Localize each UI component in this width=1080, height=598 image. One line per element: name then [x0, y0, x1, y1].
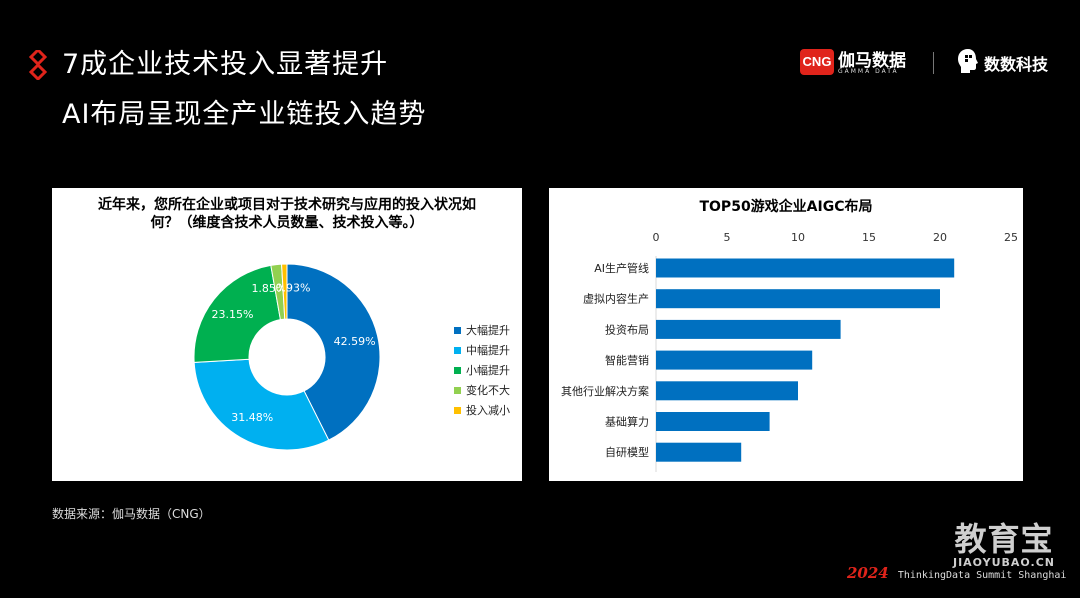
donut-slice-label: 31.48%: [231, 411, 273, 424]
bar-chart: 0 5 10 15 20 25 AI生产管线虚拟内容生产投资布局智能营销其他行业解决方案基础…: [561, 231, 1018, 472]
x-tick-label: 25: [1004, 231, 1018, 244]
x-tick-label: 5: [724, 231, 731, 244]
legend-swatch: [454, 366, 461, 374]
legend-swatch: [454, 386, 461, 394]
legend-item: 变化不大: [454, 380, 510, 400]
cng-logo-badge: CNG: [800, 49, 834, 75]
donut-slice: [281, 263, 288, 320]
x-tick-label: 10: [791, 231, 805, 244]
bar-chart-panel: TOP50游戏企业AIGC布局 0 5 10 15 20 25 AI生产管线虚拟内容生产投资…: [549, 188, 1023, 481]
legend-label: 中幅提升: [466, 344, 510, 357]
donut-slice: [286, 263, 381, 441]
footer: 2024 ThinkingData Summit Shanghai: [847, 563, 1066, 582]
watermark: 教育宝 JIAOYUBAO.CN: [948, 522, 1060, 569]
donut-slice-label: 42.59%: [334, 335, 376, 348]
page-title-line-1: 7成企业技术投入显著提升: [62, 49, 389, 80]
bar: [656, 442, 742, 462]
donut-slice: [193, 358, 330, 451]
x-tick-label: 15: [862, 231, 876, 244]
donut-slice-label: 23.15%: [211, 308, 253, 321]
logo-bar: CNG 伽马数据 GAMMA DATA 数数科技: [800, 46, 1060, 76]
watermark-text: 教育宝: [954, 520, 1054, 558]
donut-slice-label: 0.93%: [275, 282, 310, 295]
legend-item: 大幅提升: [454, 320, 510, 340]
donut-chart-legend: 大幅提升中幅提升小幅提升变化不大投入减小: [454, 320, 510, 420]
legend-item: 小幅提升: [454, 360, 510, 380]
head-profile-icon: [958, 49, 978, 73]
donut-chart: 42.59% 31.48% 23.15% 1.85%0.93%: [193, 263, 381, 451]
bar: [656, 258, 955, 278]
data-source-note: 数据来源：伽马数据（CNG）: [52, 507, 211, 521]
x-tick-label: 0: [653, 231, 660, 244]
legend-label: 变化不大: [466, 384, 510, 397]
y-tick-label: 投资布局: [605, 322, 649, 336]
bar: [656, 289, 940, 309]
page-title-line-2: AI布局呈现全产业链投入趋势: [62, 99, 427, 130]
legend-label: 小幅提升: [466, 364, 510, 377]
bar-chart-title: TOP50游戏企业AIGC布局: [699, 199, 873, 215]
y-tick-label: 基础算力: [605, 415, 649, 429]
partner-logo-name: 数数科技: [984, 55, 1049, 74]
footer-event: ThinkingData Summit Shanghai: [897, 570, 1067, 581]
legend-item: 投入减小: [454, 400, 510, 420]
legend-swatch: [454, 326, 461, 334]
donut-slice-label: 1.85%: [251, 282, 286, 295]
bar: [656, 350, 813, 370]
bar: [656, 412, 770, 431]
x-tick-label: 20: [933, 231, 947, 244]
legend-label: 大幅提升: [466, 324, 510, 337]
legend-item: 中幅提升: [454, 340, 510, 360]
legend-label: 投入减小: [466, 404, 510, 417]
bar: [656, 381, 798, 401]
footer-year: 2024: [847, 564, 889, 582]
y-tick-label: 其他行业解决方案: [561, 384, 649, 398]
logo-divider: [933, 52, 934, 74]
y-tick-label: 虚拟内容生产: [583, 292, 649, 306]
donut-chart-title: 近年来，您所在企业或项目对于技术研究与应用的投入状况如何？（维度含技术人员数量、…: [98, 197, 476, 231]
legend-swatch: [454, 346, 461, 354]
y-tick-label: 自研模型: [605, 445, 649, 459]
cng-logo-name: 伽马数据: [838, 51, 906, 71]
bar: [656, 319, 841, 339]
title-bullet-icon: [28, 50, 48, 80]
y-tick-label: 智能营销: [605, 353, 649, 367]
donut-chart-panel: 近年来，您所在企业或项目对于技术研究与应用的投入状况如何？（维度含技术人员数量、…: [52, 188, 522, 481]
legend-swatch: [454, 406, 461, 414]
cng-logo-subtitle: GAMMA DATA: [838, 68, 899, 75]
donut-slice: [193, 264, 281, 363]
y-tick-label: AI生产管线: [594, 261, 649, 275]
watermark-url: JIAOYUBAO.CN: [952, 556, 1056, 569]
